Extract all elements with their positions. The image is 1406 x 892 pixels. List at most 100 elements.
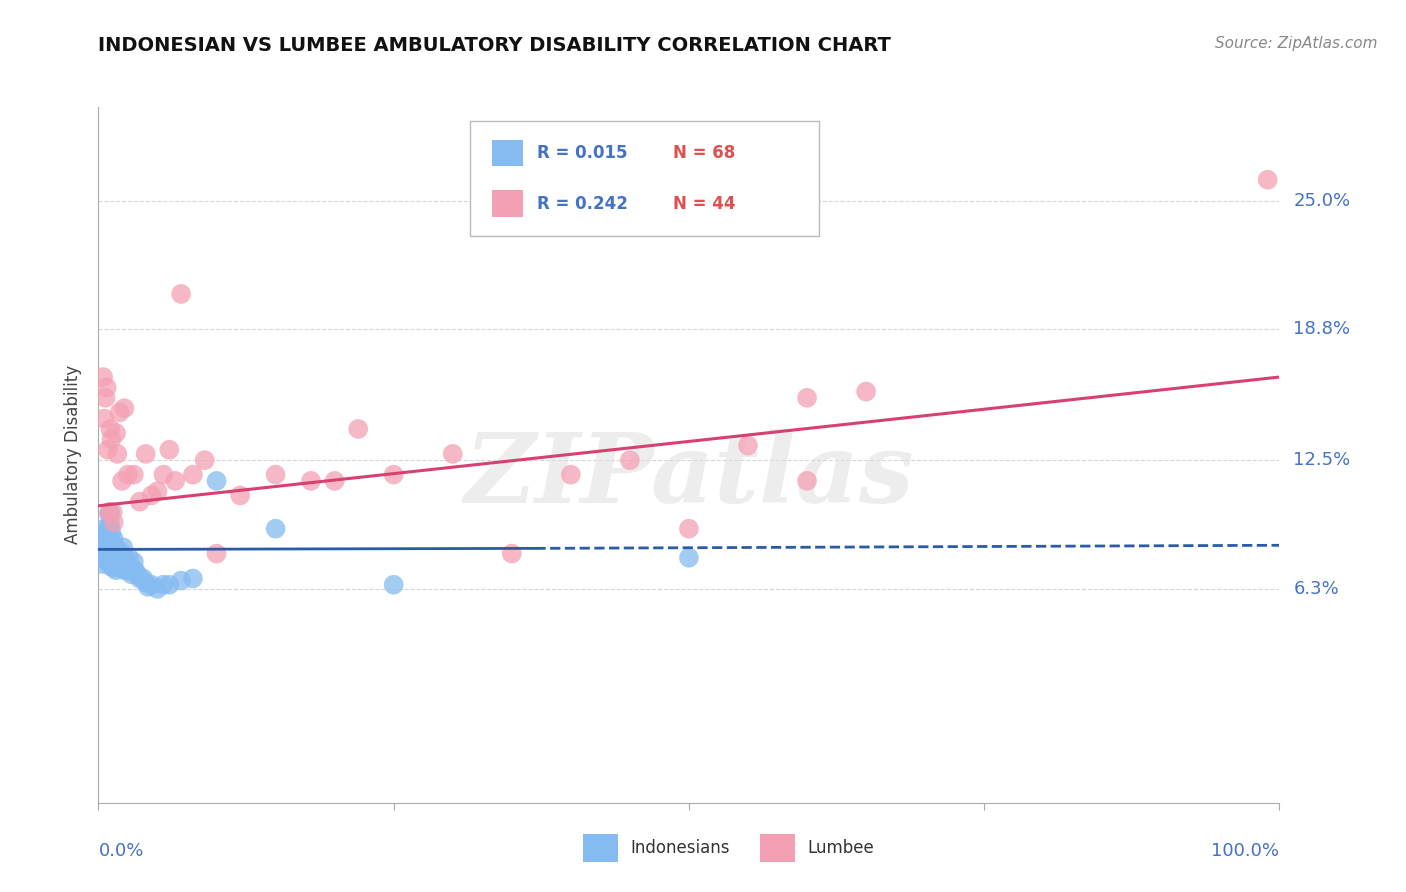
Point xyxy=(111,561,134,575)
Point xyxy=(146,484,169,499)
Point xyxy=(98,559,121,574)
Point xyxy=(1257,172,1279,186)
Point xyxy=(98,553,121,567)
Point xyxy=(170,287,193,301)
Point xyxy=(117,467,139,482)
Point xyxy=(115,557,138,571)
Point xyxy=(108,544,131,558)
Point xyxy=(105,542,128,557)
Point xyxy=(855,384,877,399)
Point xyxy=(96,544,118,558)
Point xyxy=(105,549,128,563)
Point xyxy=(347,422,370,436)
Text: Indonesians: Indonesians xyxy=(630,839,730,857)
Text: 25.0%: 25.0% xyxy=(1294,192,1351,210)
Point xyxy=(101,536,124,550)
Point xyxy=(103,561,125,575)
Point xyxy=(100,433,122,447)
Point xyxy=(737,439,759,453)
Point xyxy=(94,391,117,405)
Point xyxy=(105,426,128,441)
Point xyxy=(120,559,142,574)
Point xyxy=(105,447,128,461)
Y-axis label: Ambulatory Disability: Ambulatory Disability xyxy=(65,366,83,544)
Point xyxy=(132,572,155,586)
Point xyxy=(264,467,287,482)
Point xyxy=(441,447,464,461)
Text: 18.8%: 18.8% xyxy=(1294,320,1350,338)
Point xyxy=(128,572,150,586)
Point xyxy=(98,507,121,521)
Point xyxy=(108,405,131,419)
Point xyxy=(181,467,204,482)
Bar xyxy=(759,834,796,862)
Point xyxy=(205,474,228,488)
Point xyxy=(146,582,169,596)
Point xyxy=(91,557,114,571)
Point xyxy=(229,488,252,502)
Point xyxy=(97,555,120,569)
Point xyxy=(100,541,122,555)
Point xyxy=(100,555,122,569)
Point xyxy=(382,578,405,592)
Point xyxy=(165,474,187,488)
Point xyxy=(122,467,145,482)
Point xyxy=(94,549,117,563)
Point xyxy=(91,542,114,557)
Point xyxy=(101,550,124,565)
Point xyxy=(107,553,129,567)
Point xyxy=(382,467,405,482)
Point xyxy=(112,563,135,577)
Point xyxy=(91,370,114,384)
Point xyxy=(105,557,128,571)
Point xyxy=(299,474,322,488)
Point xyxy=(98,505,121,519)
Point xyxy=(678,522,700,536)
Text: R = 0.242: R = 0.242 xyxy=(537,194,628,212)
Point xyxy=(98,422,121,436)
Point xyxy=(112,401,135,416)
Bar xyxy=(582,834,619,862)
Point xyxy=(124,563,146,577)
Point xyxy=(323,474,346,488)
Point xyxy=(170,574,193,588)
Point xyxy=(105,563,128,577)
Point xyxy=(181,572,204,586)
Point xyxy=(94,534,117,549)
Point xyxy=(103,532,125,546)
Point xyxy=(103,516,125,530)
Point xyxy=(128,494,150,508)
Point xyxy=(97,524,120,538)
Point xyxy=(98,547,121,561)
Point xyxy=(97,538,120,552)
Point xyxy=(796,391,818,405)
Point xyxy=(112,555,135,569)
Text: 6.3%: 6.3% xyxy=(1294,580,1339,598)
Point xyxy=(560,467,582,482)
Point xyxy=(127,567,149,582)
Point xyxy=(104,555,127,569)
Point xyxy=(108,559,131,574)
Point xyxy=(93,522,115,536)
Point xyxy=(118,550,141,565)
Point xyxy=(135,575,157,590)
Point xyxy=(97,442,120,457)
Point xyxy=(157,578,180,592)
Text: 0.0%: 0.0% xyxy=(98,842,143,860)
Bar xyxy=(492,190,523,217)
Point xyxy=(152,467,174,482)
Point xyxy=(117,563,139,577)
Point xyxy=(678,550,700,565)
Point xyxy=(103,547,125,561)
Text: 100.0%: 100.0% xyxy=(1212,842,1279,860)
Point xyxy=(104,541,127,555)
Point xyxy=(98,519,121,533)
Point xyxy=(264,522,287,536)
Bar xyxy=(492,140,523,166)
Text: N = 44: N = 44 xyxy=(673,194,735,212)
Point xyxy=(100,525,122,540)
Point xyxy=(93,411,115,425)
Text: ZIPatlas: ZIPatlas xyxy=(464,429,914,523)
Point xyxy=(111,474,134,488)
Point xyxy=(112,541,135,555)
